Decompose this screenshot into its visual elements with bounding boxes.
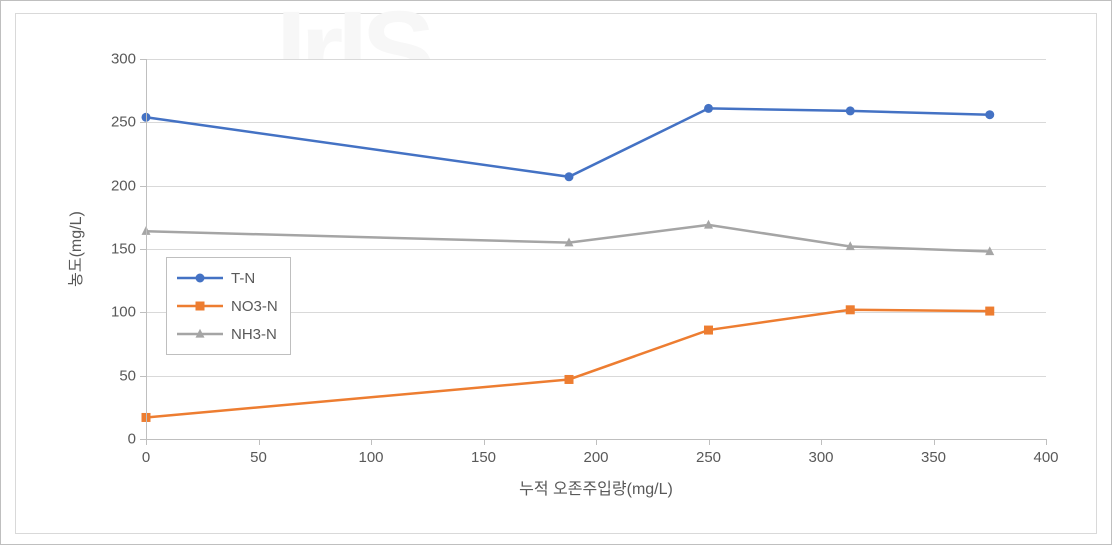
y-tick-label: 0 bbox=[102, 431, 136, 448]
legend-label: NH3-N bbox=[231, 326, 277, 343]
legend-swatch bbox=[177, 268, 223, 288]
chart-frame: IrIS 농도(mg/L) 누적 오존주입량(mg/L) T-NNO3-NNH3… bbox=[15, 13, 1097, 534]
x-tick-label: 250 bbox=[696, 449, 721, 466]
legend-item: NH3-N bbox=[177, 320, 278, 348]
series-marker-T-N bbox=[985, 110, 994, 119]
y-tick-label: 100 bbox=[102, 304, 136, 321]
x-tick-label: 350 bbox=[921, 449, 946, 466]
x-tick-label: 200 bbox=[583, 449, 608, 466]
plot-area bbox=[146, 59, 1046, 439]
y-tick-label: 150 bbox=[102, 241, 136, 258]
legend-item: T-N bbox=[177, 264, 278, 292]
y-tick-label: 300 bbox=[102, 51, 136, 68]
x-axis-title: 누적 오존주입량(mg/L) bbox=[519, 475, 673, 499]
x-tick bbox=[1046, 439, 1047, 445]
legend-item: NO3-N bbox=[177, 292, 278, 320]
y-tick-label: 200 bbox=[102, 177, 136, 194]
series-marker-T-N bbox=[704, 104, 713, 113]
y-tick-label: 50 bbox=[102, 367, 136, 384]
legend: T-N NO3-N NH3-N bbox=[166, 257, 291, 355]
series-marker-NO3-N bbox=[985, 307, 994, 316]
series-line-T-N bbox=[146, 108, 990, 176]
series-marker-NO3-N bbox=[846, 305, 855, 314]
x-tick-label: 300 bbox=[808, 449, 833, 466]
series-marker-NO3-N bbox=[565, 375, 574, 384]
x-tick-label: 50 bbox=[250, 449, 267, 466]
series-marker-T-N bbox=[846, 106, 855, 115]
x-tick-label: 150 bbox=[471, 449, 496, 466]
y-axis-line bbox=[146, 59, 147, 439]
legend-label: NO3-N bbox=[231, 298, 278, 315]
series-marker-NO3-N bbox=[704, 326, 713, 335]
x-axis-line bbox=[146, 439, 1046, 440]
x-tick-label: 400 bbox=[1033, 449, 1058, 466]
x-tick-label: 100 bbox=[358, 449, 383, 466]
outer-frame: IrIS 농도(mg/L) 누적 오존주입량(mg/L) T-NNO3-NNH3… bbox=[0, 0, 1112, 545]
x-tick-label: 0 bbox=[142, 449, 150, 466]
series-line-NH3-N bbox=[146, 225, 990, 252]
legend-swatch bbox=[177, 296, 223, 316]
legend-swatch bbox=[177, 324, 223, 344]
y-axis-title: 농도(mg/L) bbox=[62, 211, 86, 287]
series-svg bbox=[146, 59, 1046, 439]
legend-label: T-N bbox=[231, 270, 255, 287]
y-tick-label: 250 bbox=[102, 114, 136, 131]
series-marker-T-N bbox=[565, 172, 574, 181]
